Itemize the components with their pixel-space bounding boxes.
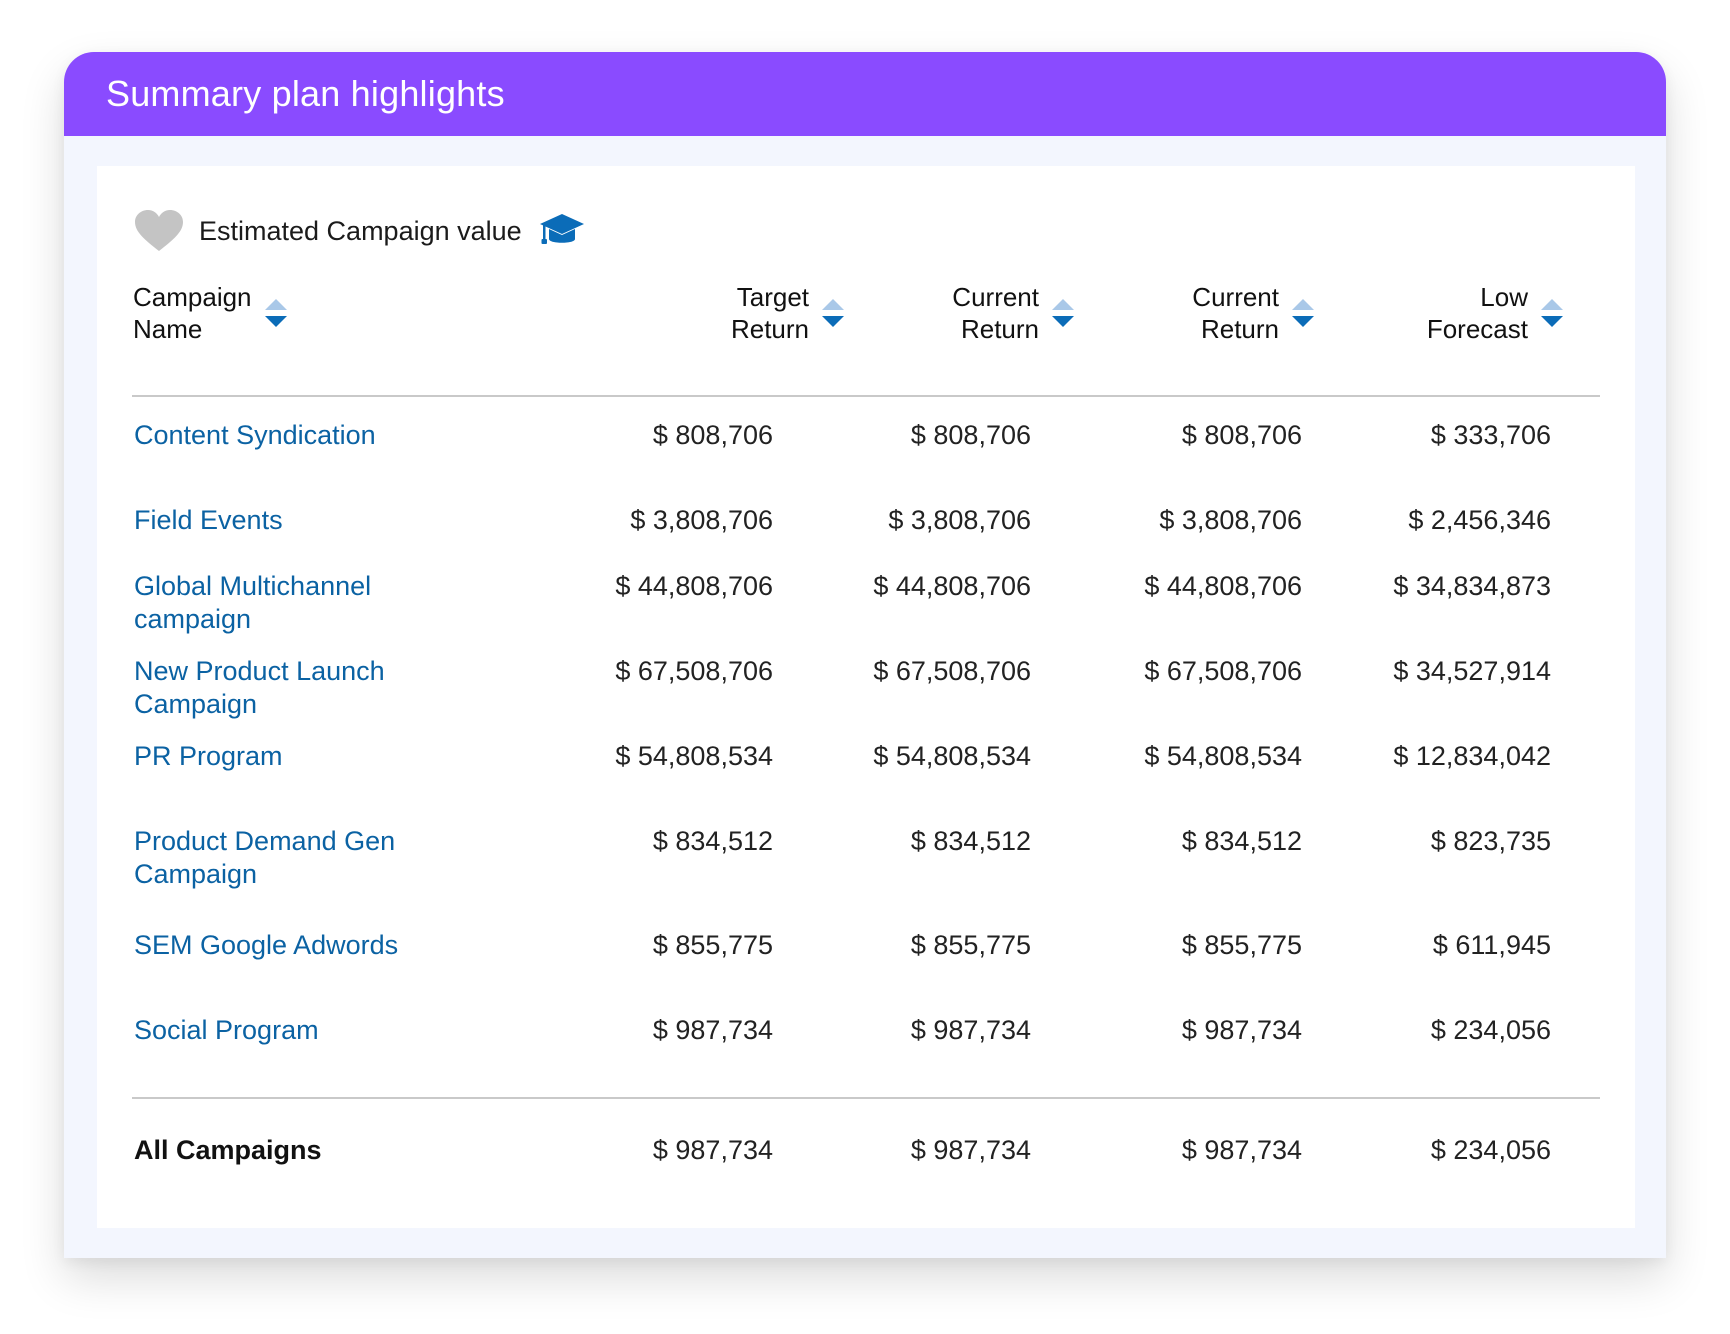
- column-header-line: Target: [736, 282, 809, 312]
- graduation-cap-icon[interactable]: [538, 211, 586, 251]
- current-return-cell: $ 44,808,706: [873, 571, 1031, 601]
- sort-icon[interactable]: [1289, 297, 1317, 329]
- target-return-cell: $ 987,734: [652, 1015, 773, 1045]
- total-label: All Campaigns: [134, 1135, 322, 1165]
- target-return-cell: $ 855,775: [652, 930, 773, 960]
- current-return-cell: $ 67,508,706: [873, 656, 1031, 686]
- campaign-link[interactable]: PR Program: [134, 741, 283, 771]
- column-header-target-return[interactable]: Target Return: [731, 280, 847, 346]
- target-return-cell: $ 3,808,706: [630, 505, 773, 535]
- card-title: Estimated Campaign value: [199, 215, 522, 246]
- column-header-line: Name: [133, 314, 203, 344]
- low-forecast-cell: $ 333,706: [1430, 420, 1551, 450]
- campaign-link[interactable]: SEM Google Adwords: [134, 930, 399, 960]
- target-return-cell: $ 67,508,706: [615, 656, 773, 686]
- column-header-line: Forecast: [1426, 314, 1528, 344]
- campaign-link[interactable]: Social Program: [134, 1015, 319, 1045]
- current-return-cell: $ 987,734: [1181, 1015, 1302, 1045]
- campaign-link[interactable]: Field Events: [134, 505, 283, 535]
- card-header: Estimated Campaign value: [133, 206, 586, 256]
- column-header-line: Return: [730, 314, 809, 344]
- low-forecast-cell: $ 234,056: [1430, 1015, 1551, 1045]
- column-header-line: Campaign: [133, 282, 252, 312]
- current-return-cell: $ 3,808,706: [1159, 505, 1302, 535]
- total-divider: [132, 1097, 1600, 1099]
- panel-header: Summary plan highlights: [64, 52, 1666, 136]
- current-return-cell: $ 855,775: [910, 930, 1031, 960]
- sort-icon[interactable]: [819, 297, 847, 329]
- low-forecast-total: $ 234,056: [1430, 1135, 1551, 1165]
- current-return-cell: $ 44,808,706: [1144, 571, 1302, 601]
- campaign-link[interactable]: Content Syndication: [134, 420, 376, 450]
- campaign-link[interactable]: New Product Launch Campaign: [134, 656, 385, 719]
- target-return-cell: $ 44,808,706: [615, 571, 773, 601]
- column-header-line: Current: [952, 282, 1039, 312]
- current-return-cell: $ 834,512: [1181, 826, 1302, 856]
- panel-title: Summary plan highlights: [106, 73, 505, 114]
- target-return-cell: $ 54,808,534: [615, 741, 773, 771]
- column-header-line: Return: [1200, 314, 1279, 344]
- current-return-cell: $ 808,706: [910, 420, 1031, 450]
- target-return-cell: $ 834,512: [652, 826, 773, 856]
- column-header-current-return-2[interactable]: Current Return: [1192, 280, 1317, 346]
- current-return-cell: $ 855,775: [1181, 930, 1302, 960]
- current-return-cell: $ 3,808,706: [888, 505, 1031, 535]
- current-return-total: $ 987,734: [1181, 1135, 1302, 1165]
- low-forecast-cell: $ 2,456,346: [1408, 505, 1551, 535]
- column-header-low-forecast[interactable]: Low Forecast: [1427, 280, 1566, 346]
- current-return-cell: $ 834,512: [910, 826, 1031, 856]
- sort-icon[interactable]: [1049, 297, 1077, 329]
- current-return-cell: $ 54,808,534: [1144, 741, 1302, 771]
- column-header-line: Current: [1192, 282, 1279, 312]
- low-forecast-cell: $ 34,834,873: [1393, 571, 1551, 601]
- low-forecast-cell: $ 34,527,914: [1393, 656, 1551, 686]
- current-return-cell: $ 987,734: [910, 1015, 1031, 1045]
- target-return-total: $ 987,734: [652, 1135, 773, 1165]
- current-return-total: $ 987,734: [910, 1135, 1031, 1165]
- current-return-cell: $ 67,508,706: [1144, 656, 1302, 686]
- column-header-campaign-name[interactable]: Campaign Name: [133, 280, 290, 346]
- low-forecast-cell: $ 823,735: [1430, 826, 1551, 856]
- campaign-value-card: Estimated Campaign value Campaign Name T…: [97, 166, 1635, 1228]
- sort-icon[interactable]: [262, 297, 290, 329]
- heart-icon[interactable]: [133, 209, 185, 253]
- column-header-line: Return: [960, 314, 1039, 344]
- header-divider: [132, 395, 1600, 397]
- summary-panel: Summary plan highlights Estimated Campai…: [64, 52, 1666, 1258]
- column-header-current-return[interactable]: Current Return: [952, 280, 1077, 346]
- sort-icon[interactable]: [1538, 297, 1566, 329]
- low-forecast-cell: $ 611,945: [1432, 930, 1551, 960]
- current-return-cell: $ 808,706: [1181, 420, 1302, 450]
- campaign-link[interactable]: Global Multichannel campaign: [134, 571, 372, 634]
- campaign-link[interactable]: Product Demand Gen Campaign: [134, 826, 396, 889]
- current-return-cell: $ 54,808,534: [873, 741, 1031, 771]
- low-forecast-cell: $ 12,834,042: [1393, 741, 1551, 771]
- target-return-cell: $ 808,706: [652, 420, 773, 450]
- column-header-line: Low: [1480, 282, 1528, 312]
